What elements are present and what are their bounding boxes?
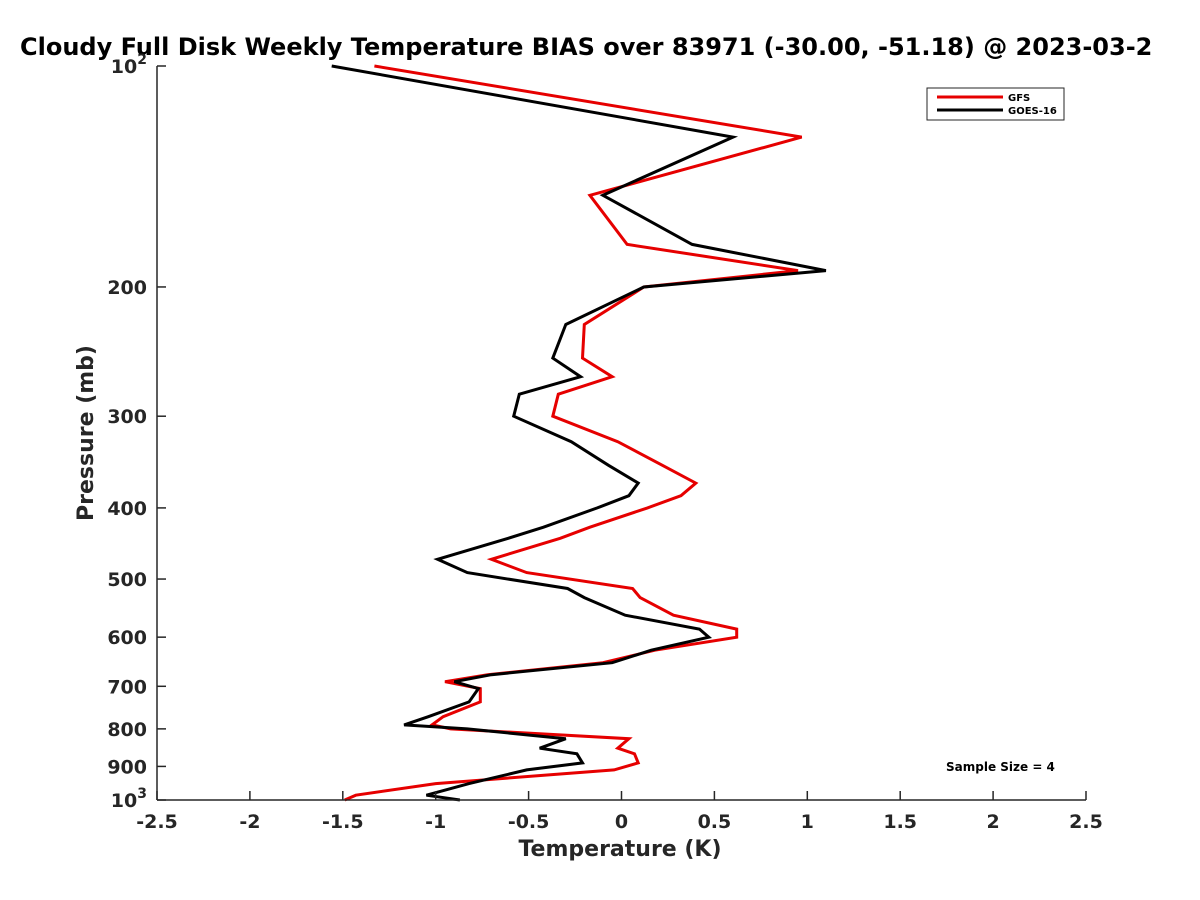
y-tick-label: 500 — [107, 569, 147, 591]
x-tick-label: -0.5 — [508, 811, 550, 833]
y-tick-label: 400 — [107, 498, 147, 520]
x-tick-label: 2.5 — [1069, 811, 1103, 833]
y-tick-label: 600 — [107, 627, 147, 649]
x-axis-label: Temperature (K) — [518, 837, 721, 862]
x-tick-label: 0 — [615, 811, 628, 833]
x-tick-label: -2.5 — [136, 811, 178, 833]
legend-box — [926, 87, 1065, 121]
y-tick-label: 300 — [107, 406, 147, 428]
x-tick-label: 1 — [801, 811, 814, 833]
x-tick-label: -1.5 — [322, 811, 364, 833]
series-layer — [331, 64, 827, 802]
y-tick-label: 900 — [107, 756, 147, 778]
y-tick-label: 103 — [111, 786, 147, 812]
x-tick-label: -1 — [425, 811, 446, 833]
series-line-gfs — [344, 64, 803, 802]
x-tick-label: 0.5 — [698, 811, 732, 833]
ticks-layer: -2.5 -2 -1.5 -1 -0.5 0 0.5 1 1.5 2 2.5 102 200 300 400… — [107, 52, 1103, 833]
y-axis-label: Pressure (mb) — [74, 345, 99, 521]
y-tick-label: 102 — [111, 52, 147, 78]
chart-title: Cloudy Full Disk Weekly Temperature BIAS… — [20, 33, 1152, 61]
y-tick-label: 800 — [107, 719, 147, 741]
y-tick-label: 200 — [107, 277, 147, 299]
x-tick-label: 2 — [986, 811, 999, 833]
sample-size-annotation: Sample Size = 4 — [946, 760, 1055, 774]
legend-label-goes-16: GOES-16 — [1008, 106, 1057, 117]
legend: GFS GOES-16 — [926, 87, 1065, 121]
legend-label-gfs: GFS — [1008, 93, 1030, 104]
y-tick-label: 700 — [107, 676, 147, 698]
series-line-goes-16 — [331, 64, 827, 802]
x-tick-label: 1.5 — [883, 811, 917, 833]
x-tick-label: -2 — [239, 811, 260, 833]
axes-layer — [156, 66, 1086, 801]
